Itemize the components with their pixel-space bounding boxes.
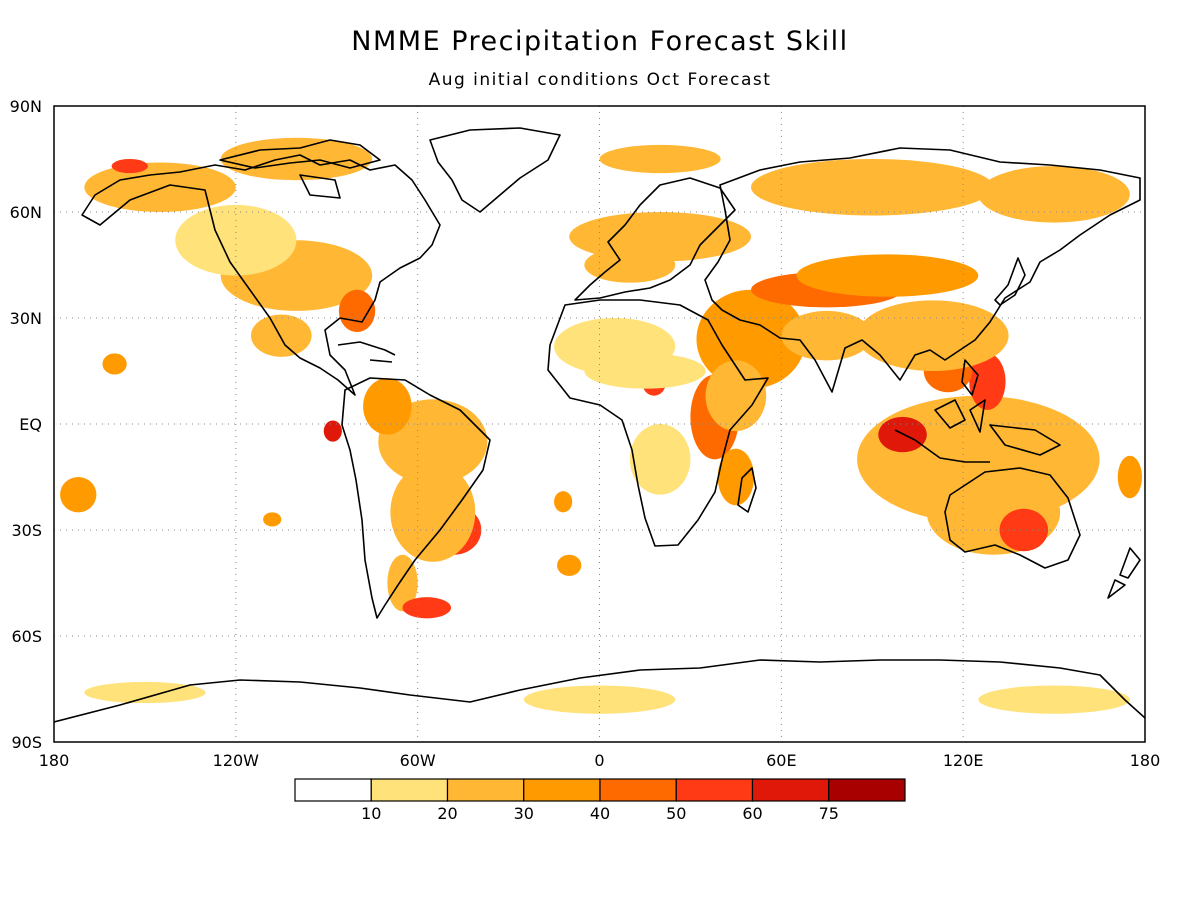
y-tick-label: 60N [10, 203, 42, 222]
legend-swatch [370, 778, 449, 802]
y-tick-label: 90N [10, 97, 42, 116]
skill-region [387, 554, 418, 612]
skill-region [705, 360, 767, 432]
skill-region [554, 491, 573, 513]
skill-region [175, 204, 297, 276]
coast-madagascar [737, 467, 757, 513]
legend-swatch [599, 778, 677, 802]
legend-swatch [446, 778, 525, 802]
legend-label: 50 [666, 804, 686, 823]
x-tick-label: 120E [943, 751, 984, 770]
y-tick-label: 30S [11, 521, 42, 540]
coast-africa [547, 299, 769, 547]
y-axis-labels: 90N 60N 30N EQ 30S 60S 90S [10, 97, 42, 752]
map-title: NMME Precipitation Forecast Skill [351, 26, 849, 57]
skill-region [554, 318, 676, 375]
skill-region [557, 554, 582, 576]
map-subtitle: Aug initial conditions Oct Forecast [428, 70, 772, 90]
coast-antarctica [54, 659, 1145, 723]
skill-region [220, 137, 373, 181]
legend-swatch [523, 778, 601, 802]
y-tick-label: 60S [11, 627, 42, 646]
legend-label: 60 [742, 804, 762, 823]
skill-region [751, 159, 994, 216]
color-legend-bar [294, 778, 906, 802]
legend-swatch [294, 778, 372, 802]
x-tick-label: 60E [766, 751, 796, 770]
x-tick-label: 180 [39, 751, 70, 770]
skill-region [523, 685, 676, 714]
skill-region [796, 254, 979, 297]
skill-region [60, 477, 97, 513]
legend-swatch [828, 778, 906, 802]
y-tick-label: EQ [19, 415, 42, 434]
legend-swatch [675, 778, 754, 802]
skill-shading-layer [60, 137, 1142, 714]
plot-frame [53, 105, 1146, 743]
skill-region [629, 424, 691, 495]
legend-label: 10 [361, 804, 381, 823]
skill-region [338, 289, 376, 333]
skill-region [402, 597, 452, 619]
legend-label: 30 [514, 804, 534, 823]
skill-region [978, 166, 1130, 223]
coast-maritime-asia [894, 359, 1061, 463]
coast-australia [944, 467, 1081, 569]
skill-region [250, 314, 312, 357]
skill-region [111, 159, 148, 174]
coast-caribbean [337, 341, 396, 363]
coastlines [54, 127, 1145, 723]
legend-label: 20 [437, 804, 457, 823]
skill-region [969, 353, 1006, 410]
coast-arctic-islands [219, 139, 381, 199]
skill-region [323, 420, 342, 442]
skill-region [363, 378, 412, 435]
skill-region [584, 247, 676, 283]
x-tick-label: 120W [213, 751, 260, 770]
x-tick-label: 180 [1130, 751, 1161, 770]
skill-region [978, 685, 1130, 714]
y-tick-label: 30N [10, 309, 42, 328]
coast-greenland [429, 127, 561, 213]
skill-region [84, 681, 206, 704]
skill-region [84, 162, 236, 212]
skill-region [781, 310, 873, 361]
skill-region [263, 512, 282, 527]
x-tick-label: 60W [400, 751, 436, 770]
legend-label: 75 [819, 804, 839, 823]
coast-north-america [81, 154, 441, 396]
x-tick-label: 0 [594, 751, 604, 770]
skill-region [1117, 455, 1142, 499]
coast-south-america [341, 377, 491, 619]
skill-region [102, 353, 127, 375]
coast-japan [994, 257, 1026, 306]
legend-label: 40 [590, 804, 610, 823]
legend-swatch [751, 778, 830, 802]
skill-region [999, 508, 1049, 552]
skill-region [390, 462, 476, 562]
coast-asia [704, 147, 1141, 393]
grid-lines [54, 106, 1145, 742]
x-axis-labels: 180 120W 60W 0 60E 120E 180 [39, 751, 1161, 770]
skill-region [717, 448, 755, 506]
skill-region [599, 144, 721, 174]
y-tick-label: 90S [11, 733, 42, 752]
color-legend-labels: 10 20 30 40 50 60 75 [361, 804, 839, 823]
coast-new-zealand [1107, 547, 1141, 599]
skill-region [857, 300, 1009, 371]
